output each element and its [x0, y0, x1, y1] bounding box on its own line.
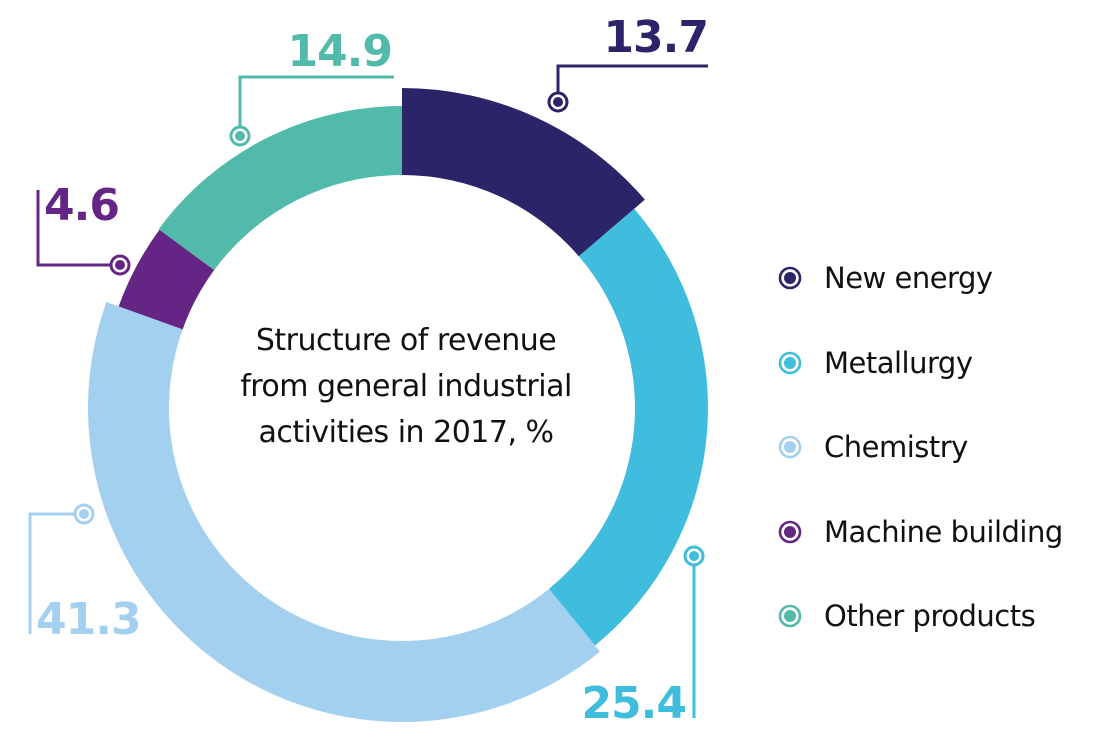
legend: New energy Metallurgy Chemistry Machine …: [778, 236, 1063, 659]
data-label: 13.7: [603, 12, 708, 63]
leader-line: [556, 64, 708, 102]
data-label: 14.9: [287, 26, 392, 77]
leader-line: [28, 512, 84, 634]
callout-marker-dot: [689, 551, 699, 561]
legend-dot-icon: [778, 266, 802, 290]
legend-dot-icon: [778, 435, 802, 459]
leader-line: [238, 75, 394, 136]
slice-new-energy: [402, 88, 645, 257]
callout: 4.6: [36, 180, 131, 276]
callout-marker-dot: [553, 97, 563, 107]
legend-item: Machine building: [778, 490, 1063, 575]
legend-item: Other products: [778, 574, 1063, 659]
legend-label: New energy: [824, 261, 993, 296]
legend-dot-icon: [778, 604, 802, 628]
legend-item: Metallurgy: [778, 321, 1063, 406]
data-label: 25.4: [581, 678, 686, 729]
donut-slices: [87, 88, 708, 723]
legend-item: New energy: [778, 236, 1063, 321]
callout-marker-dot: [115, 260, 125, 270]
slice-other-products: [158, 106, 402, 271]
data-label: 4.6: [44, 180, 119, 231]
chart-title-line: activities in 2017, %: [258, 415, 554, 450]
slice-metallurgy: [548, 208, 708, 646]
callout: 14.9: [229, 26, 394, 147]
legend-dot-icon: [778, 351, 802, 375]
data-label: 41.3: [36, 594, 141, 645]
chart-title-line: Structure of revenue: [255, 323, 557, 358]
legend-label: Other products: [824, 599, 1036, 634]
callout: 41.3: [28, 503, 142, 645]
legend-label: Metallurgy: [824, 345, 973, 380]
callout-marker-dot: [235, 131, 245, 141]
chart-title: Structure of revenue from general indust…: [206, 318, 606, 456]
chart-title-line: from general industrial: [240, 369, 572, 404]
slice-chemistry: [87, 301, 601, 723]
callout-marker-dot: [79, 509, 89, 519]
slice-machine-building: [118, 229, 215, 330]
callouts: 13.7 25.4 41.3 4.6 14.9: [28, 12, 709, 729]
legend-label: Chemistry: [824, 430, 968, 465]
legend-item: Chemistry: [778, 405, 1063, 490]
legend-label: Machine building: [824, 514, 1063, 549]
callout: 25.4: [581, 545, 705, 729]
callout: 13.7: [547, 12, 709, 113]
leader-line: [36, 190, 120, 267]
legend-dot-icon: [778, 520, 802, 544]
